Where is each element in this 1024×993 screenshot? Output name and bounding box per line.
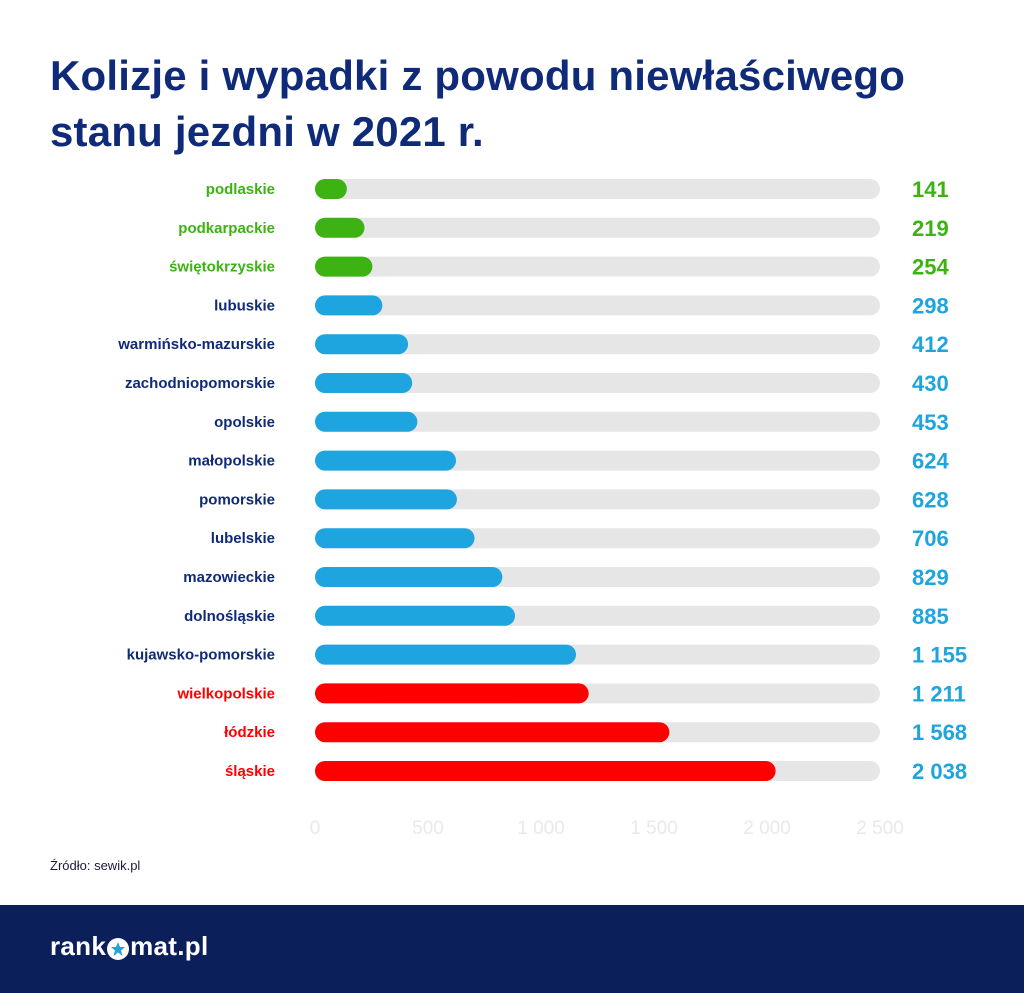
x-tick-label: 1 000 — [517, 818, 565, 839]
category-label: kujawsko-pomorskie — [127, 647, 275, 664]
bar-track — [315, 450, 880, 471]
bar-chart: podlaskie 141 podkarpackie 219 świętokrzyski… — [117, 177, 967, 839]
category-label: małopolskie — [188, 453, 275, 470]
logo-text-start: rank — [50, 931, 107, 961]
x-tick-label: 2 000 — [743, 818, 791, 839]
category-label: dolnośląskie — [184, 608, 275, 625]
value-label: 1 155 — [912, 643, 967, 668]
value-label: 1 211 — [912, 681, 966, 706]
category-label: opolskie — [214, 414, 275, 431]
value-label: 1 568 — [912, 720, 967, 745]
category-label: lubuskie — [214, 297, 275, 314]
bar — [315, 373, 413, 393]
category-label: mazowieckie — [183, 569, 275, 586]
category-label: warmińsko-mazurskie — [117, 336, 275, 353]
bar-track — [315, 373, 880, 393]
value-label: 453 — [912, 410, 949, 435]
category-label: śląskie — [225, 763, 275, 780]
x-tick-label: 500 — [412, 818, 444, 839]
value-label: 628 — [912, 487, 949, 512]
value-label: 141 — [912, 177, 949, 202]
bar — [315, 528, 475, 549]
value-label: 624 — [912, 449, 949, 474]
value-label: 254 — [912, 255, 949, 280]
star-icon — [107, 937, 130, 960]
bar — [315, 722, 670, 743]
chart-title: Kolizje i wypadki z powodu niewłaściwego… — [50, 52, 906, 155]
bar-track — [315, 334, 880, 355]
bar — [315, 411, 418, 432]
bar — [315, 489, 457, 510]
bar — [315, 644, 577, 665]
value-label: 430 — [912, 371, 949, 396]
value-label: 412 — [912, 332, 949, 357]
bar-track — [315, 295, 880, 316]
bar — [315, 761, 776, 781]
bar-track — [315, 411, 880, 432]
bar-track — [315, 179, 880, 199]
category-label: świętokrzyskie — [169, 259, 275, 276]
value-label: 2 038 — [912, 759, 967, 784]
category-label: wielkopolskie — [176, 685, 275, 702]
x-tick-label: 2 500 — [856, 818, 904, 839]
logo-text-end: mat.pl — [130, 931, 209, 961]
category-label: łódzkie — [224, 724, 275, 741]
bar — [315, 295, 383, 316]
x-tick-label: 0 — [310, 818, 321, 839]
category-label: lubelskie — [211, 530, 275, 547]
bar — [315, 334, 409, 355]
category-label: podkarpackie — [178, 220, 275, 237]
value-label: 829 — [912, 565, 949, 590]
value-label: 298 — [912, 293, 949, 318]
category-label: pomorskie — [199, 491, 275, 508]
bar — [315, 179, 347, 199]
source-note: Źródło: sewik.pl — [50, 858, 141, 873]
value-label: 219 — [912, 216, 949, 241]
bar-track — [315, 489, 880, 510]
category-label: zachodniopomorskie — [125, 375, 275, 392]
bar-track — [315, 217, 880, 238]
bar — [315, 450, 457, 471]
category-label: podlaskie — [206, 181, 275, 198]
brand-logo: rank mat.pl — [50, 931, 209, 962]
x-tick-label: 1 500 — [630, 818, 678, 839]
bar — [315, 567, 503, 587]
value-label: 706 — [912, 526, 949, 551]
bar — [315, 256, 373, 277]
footer-bar: rank mat.pl — [0, 905, 1024, 993]
value-label: 885 — [912, 604, 949, 629]
bar — [315, 683, 589, 704]
bar-track — [315, 256, 880, 277]
bar — [315, 605, 516, 626]
bar — [315, 217, 365, 238]
